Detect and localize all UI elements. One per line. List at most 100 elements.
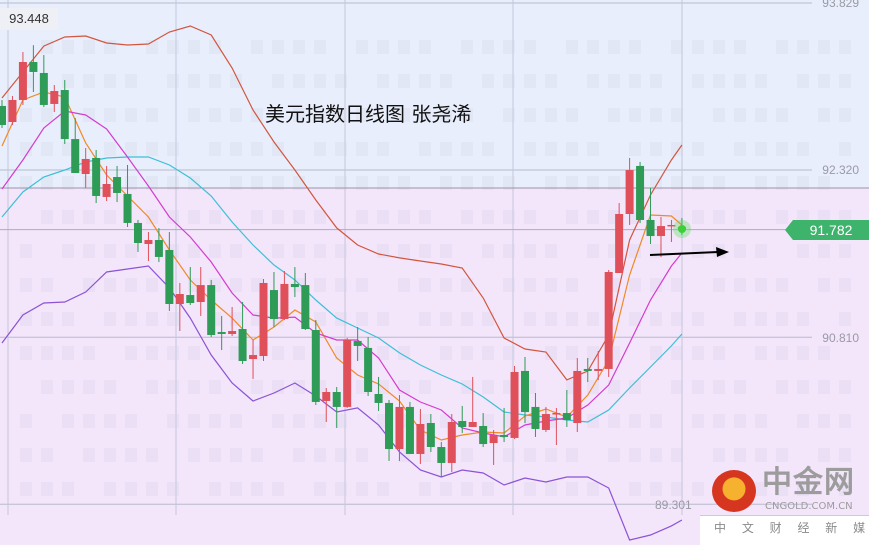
candle-body <box>228 331 237 334</box>
watermark-window <box>482 414 494 428</box>
watermark-window <box>83 278 95 292</box>
candle-up <box>144 232 153 262</box>
candle-body <box>646 219 655 237</box>
watermark-window <box>797 176 809 190</box>
candle-body <box>144 240 153 244</box>
watermark-window <box>272 40 284 54</box>
candle-up <box>81 148 90 188</box>
watermark-window <box>797 312 809 326</box>
watermark-window <box>776 312 788 326</box>
watermark-window <box>629 312 641 326</box>
watermark-window <box>146 210 158 224</box>
candle-up <box>322 388 331 422</box>
watermark-window <box>230 278 242 292</box>
watermark-window <box>440 108 452 122</box>
watermark-window <box>20 482 32 496</box>
watermark-window <box>839 312 851 326</box>
candle-body <box>510 371 519 438</box>
watermark-window <box>20 448 32 462</box>
watermark-window <box>335 74 347 88</box>
watermark-window <box>650 414 662 428</box>
watermark-window <box>356 312 368 326</box>
watermark-window <box>797 482 809 496</box>
watermark-window <box>209 414 221 428</box>
watermark-window <box>356 482 368 496</box>
watermark-window <box>503 448 515 462</box>
candle-up <box>541 406 550 432</box>
candle-body <box>165 249 174 304</box>
watermark-window <box>335 312 347 326</box>
watermark-window <box>818 346 830 360</box>
last-price-tag: 91.782 <box>785 220 869 240</box>
watermark-window <box>209 210 221 224</box>
watermark-window <box>776 448 788 462</box>
candle-down <box>479 413 488 448</box>
watermark-window <box>671 448 683 462</box>
candle-body <box>18 62 27 100</box>
watermark-window <box>461 142 473 156</box>
watermark-window <box>104 448 116 462</box>
watermark-window <box>734 142 746 156</box>
watermark-window <box>272 176 284 190</box>
watermark-window <box>188 176 200 190</box>
watermark-window <box>188 380 200 394</box>
watermark-window <box>650 312 662 326</box>
watermark-window <box>419 108 431 122</box>
candle-body <box>447 421 456 463</box>
watermark-window <box>482 40 494 54</box>
watermark-window <box>20 108 32 122</box>
watermark-window <box>461 448 473 462</box>
candle-body <box>133 222 142 243</box>
watermark-window <box>440 244 452 258</box>
candle-up <box>395 394 404 461</box>
watermark-window <box>440 74 452 88</box>
watermark-window <box>671 482 683 496</box>
watermark-window <box>314 312 326 326</box>
candle-up <box>196 267 205 316</box>
watermark-window <box>335 176 347 190</box>
watermark-window <box>797 74 809 88</box>
watermark-window <box>167 312 179 326</box>
watermark-window <box>608 176 620 190</box>
watermark-window <box>272 74 284 88</box>
watermark-window <box>230 176 242 190</box>
watermark-window <box>839 482 851 496</box>
cngold-logo-icon <box>712 470 756 512</box>
watermark-window <box>587 40 599 54</box>
watermark-window <box>545 278 557 292</box>
watermark-window <box>755 176 767 190</box>
watermark-window <box>692 482 704 496</box>
watermark-window <box>251 210 263 224</box>
candle-body <box>594 368 603 371</box>
watermark-window <box>797 380 809 394</box>
watermark-window <box>629 108 641 122</box>
watermark-window <box>482 380 494 394</box>
watermark-window <box>482 244 494 258</box>
watermark-window <box>41 380 53 394</box>
watermark-window <box>503 210 515 224</box>
watermark-window <box>482 74 494 88</box>
watermark-window <box>566 210 578 224</box>
candle-up <box>343 337 352 408</box>
price-axis-label: 93.829 <box>822 0 859 10</box>
watermark-window <box>230 482 242 496</box>
watermark-window <box>125 448 137 462</box>
watermark-window <box>83 380 95 394</box>
candle-up <box>625 157 634 225</box>
watermark-window <box>209 380 221 394</box>
logo-name: 中金网 <box>762 465 855 500</box>
candle-up <box>667 219 676 243</box>
watermark-window <box>440 278 452 292</box>
candle-body <box>81 158 90 175</box>
watermark-window <box>776 278 788 292</box>
candle-down <box>437 442 446 478</box>
watermark-window <box>146 482 158 496</box>
watermark-window <box>545 346 557 360</box>
candle-body <box>531 406 540 429</box>
last-price-dot <box>678 225 686 233</box>
watermark-window <box>692 346 704 360</box>
watermark-window <box>104 210 116 224</box>
watermark-window <box>545 448 557 462</box>
candle-body <box>290 283 299 288</box>
candle-body <box>175 294 184 304</box>
